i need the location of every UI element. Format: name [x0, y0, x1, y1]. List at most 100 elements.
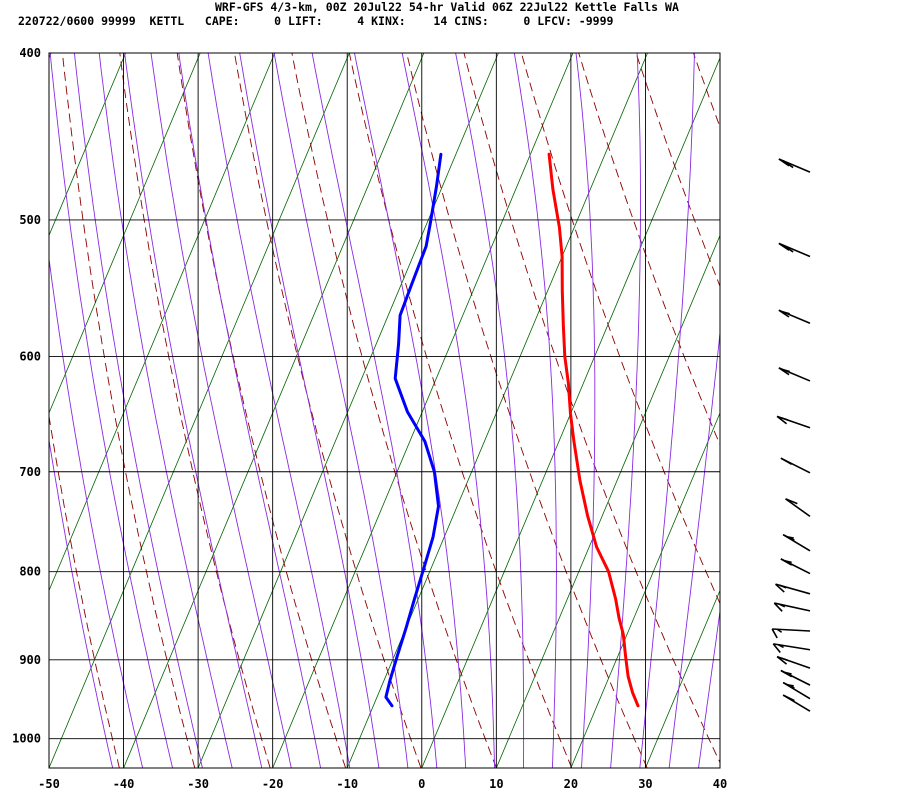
- moist-adiabat: [49, 255, 144, 768]
- y-tick-label: 600: [19, 349, 41, 363]
- barb-full-tick: [778, 158, 790, 167]
- dry-adiabat: [61, 53, 196, 768]
- stability-indices-line: 220722/0600 99999 KETTL CAPE: 0 LIFT: 4 …: [18, 14, 614, 28]
- moist-adiabat: [207, 53, 351, 768]
- barb-full-tick: [776, 415, 788, 425]
- barb-full-tick: [780, 457, 793, 466]
- skewed-isotherm: [719, 766, 720, 768]
- moist-adiabat: [239, 53, 380, 768]
- barb-full-tick: [778, 242, 790, 251]
- barb-half-tick: [786, 536, 794, 539]
- barb-full-tick: [778, 309, 790, 318]
- dry-adiabat: [176, 53, 347, 768]
- dry-adiabat: [866, 53, 900, 768]
- y-tick-label: 900: [19, 653, 41, 667]
- x-tick-label: -30: [187, 777, 209, 791]
- y-tick-label: 400: [19, 46, 41, 60]
- skewed-isotherm: [570, 411, 720, 768]
- dry-adiabat: [808, 53, 900, 768]
- chart-header: WRF-GFS 4/3-km, 00Z 20Jul22 54-hr Valid …: [0, 0, 900, 34]
- moist-adiabat: [73, 53, 203, 768]
- x-tick-label: -40: [113, 777, 135, 791]
- wind-barb: [778, 158, 811, 173]
- x-tick-label: -10: [336, 777, 358, 791]
- moist-adiabat: [610, 53, 641, 768]
- chart-title: WRF-GFS 4/3-km, 00Z 20Jul22 54-hr Valid …: [215, 0, 679, 14]
- skewed-isotherm: [272, 53, 574, 768]
- barb-half-tick: [776, 628, 783, 633]
- y-tick-label: 800: [19, 565, 41, 579]
- wind-barb: [772, 643, 811, 653]
- dry-adiabat: [693, 53, 720, 129]
- barb-half-tick: [786, 683, 794, 687]
- wind-barb: [785, 498, 811, 518]
- skewed-isotherm: [123, 53, 425, 768]
- barb-full-tick: [772, 643, 781, 653]
- skewed-isotherm: [421, 56, 720, 768]
- x-tick-label: 10: [489, 777, 503, 791]
- wind-barb-column: [771, 158, 811, 712]
- grid-lines: [48, 52, 721, 769]
- barb-half-tick: [779, 584, 787, 589]
- wind-barb: [776, 415, 811, 429]
- moist-adiabat: [668, 328, 720, 768]
- barb-staff: [785, 498, 811, 518]
- y-tick-label: 1000: [12, 732, 41, 746]
- skewed-isotherm: [645, 589, 720, 768]
- skewed-isotherm: [869, 53, 900, 768]
- moist-adiabat: [49, 437, 114, 768]
- barb-half-tick: [777, 643, 784, 649]
- wind-barb: [782, 533, 811, 552]
- axis-tick-labels: -50 -40 -30 -20 -10 0 10 20 30 40 400 500 600 700 800 9…: [12, 46, 727, 791]
- skewed-isotherm: [49, 53, 276, 592]
- moist-adiabat: [639, 53, 695, 768]
- skewed-isotherm: [49, 53, 350, 768]
- dry-adiabat: [578, 53, 720, 446]
- y-tick-label: 700: [19, 465, 41, 479]
- barb-half-tick: [782, 368, 790, 373]
- moist-adiabat: [178, 53, 322, 768]
- wind-barb: [778, 309, 811, 324]
- skewed-isotherm: [49, 53, 201, 415]
- wind-barb: [780, 457, 811, 474]
- wind-barb: [780, 558, 811, 575]
- barb-half-tick: [781, 657, 789, 662]
- barb-full-tick: [785, 498, 798, 505]
- x-tick-label: 40: [713, 777, 727, 791]
- wind-barb: [780, 669, 811, 686]
- dry-adiabat: [635, 53, 720, 288]
- moist-adiabat: [98, 53, 233, 768]
- wind-barb: [782, 694, 811, 712]
- barb-full-tick: [778, 367, 790, 376]
- dry-adiabat: [119, 53, 271, 768]
- barb-full-tick: [782, 244, 794, 253]
- wind-barb: [771, 628, 811, 639]
- dry-adiabat: [234, 53, 422, 768]
- barb-full-tick: [771, 628, 778, 639]
- moist-adiabat: [150, 53, 292, 768]
- barb-half-tick: [778, 603, 786, 608]
- y-tick-label: 500: [19, 213, 41, 227]
- wind-barb: [773, 602, 811, 612]
- wind-barb: [775, 583, 811, 595]
- moist-adiabat: [124, 53, 263, 768]
- x-tick-label: -20: [262, 777, 284, 791]
- background-lines: [49, 53, 900, 768]
- dry-adiabat: [49, 413, 120, 768]
- moist-adiabat: [49, 53, 174, 768]
- dewpoint-trace: [384, 152, 443, 708]
- x-tick-label: -50: [38, 777, 60, 791]
- barb-full-tick: [782, 160, 794, 169]
- dry-adiabat: [348, 53, 573, 768]
- dry-adiabat: [520, 53, 720, 605]
- barb-half-tick: [784, 560, 792, 564]
- x-tick-label: 0: [418, 777, 425, 791]
- moist-adiabat: [455, 53, 525, 768]
- x-tick-label: 30: [638, 777, 652, 791]
- x-tick-label: 20: [564, 777, 578, 791]
- skewed-isotherm: [346, 53, 648, 768]
- wind-barb: [776, 655, 811, 669]
- skewed-isotherm: [197, 53, 499, 768]
- moist-adiabat: [311, 53, 438, 768]
